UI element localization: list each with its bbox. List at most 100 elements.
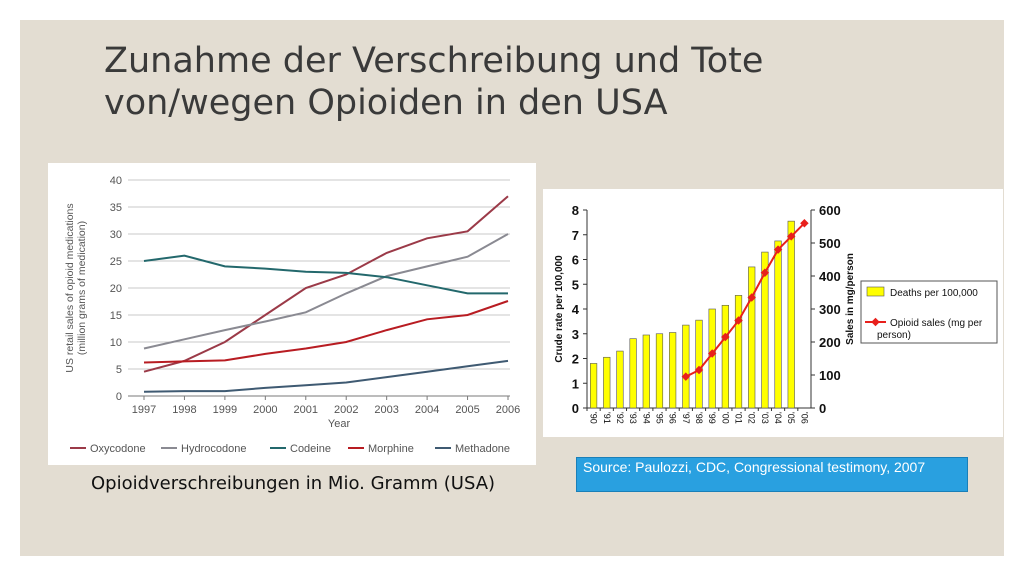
y-tick-label: 35 — [110, 202, 122, 214]
y2-tick-label: 500 — [819, 236, 841, 251]
x-tick-label: '93 — [628, 412, 638, 424]
y2-tick-label: 0 — [819, 401, 826, 416]
deaths-sales-bar-chart: 0 1 2 3 4 5 6 7 8 0 100 200 300 400 500 600 Crude rate p… — [554, 203, 998, 424]
y-tick-label: 5 — [116, 364, 122, 376]
y-tick-label: 6 — [572, 253, 579, 268]
death-rate-bar — [616, 350, 624, 409]
x-tick-label: 2002 — [334, 404, 358, 416]
death-rate-bar — [708, 308, 716, 409]
death-rate-bar — [774, 240, 782, 409]
x-tick-label: '02 — [747, 412, 757, 424]
y2-tick-label: 200 — [819, 335, 841, 350]
x-tick-label: '04 — [773, 412, 783, 424]
death-rate-bar — [603, 356, 611, 409]
x-tick-label: '05 — [786, 412, 796, 424]
deaths-sales-bar-chart-panel: 0 1 2 3 4 5 6 7 8 0 100 200 300 400 500 600 Crude rate p… — [543, 189, 1003, 437]
death-rate-bar — [629, 338, 637, 409]
series-line-methadone — [143, 359, 509, 393]
opioid-sales-point — [760, 268, 770, 277]
death-rate-bar — [787, 220, 795, 409]
x-tick-label: '95 — [654, 412, 664, 424]
x-tick-label: '03 — [760, 412, 770, 424]
x-tick-label: 2000 — [253, 404, 277, 416]
death-rate-bar — [642, 334, 650, 409]
death-rate-bar — [655, 333, 664, 409]
legend-line-marker — [871, 317, 880, 327]
death-rate-bar — [682, 324, 690, 409]
y-tick-label: 5 — [572, 277, 579, 292]
y-axis-label: US retail sales of opioid medications(mi… — [64, 203, 88, 372]
series-line-oxycodone — [143, 195, 509, 373]
opioid-sales-point — [773, 245, 783, 254]
x-tick-label: 2006 — [496, 404, 520, 416]
y-tick-label: 4 — [572, 302, 580, 317]
y-tick-label: 30 — [110, 229, 122, 241]
x-tick-label: '94 — [641, 412, 651, 424]
death-rate-bar — [748, 266, 756, 409]
y-tick-label: 8 — [572, 203, 579, 218]
x-tick-label: '98 — [694, 412, 704, 424]
series-line-hydrocodone — [143, 233, 509, 350]
y2-tick-label: 300 — [819, 302, 841, 317]
opioid-sales-point — [681, 372, 691, 381]
x-tick-label: '97 — [681, 412, 691, 424]
y-tick-label: 0 — [116, 391, 122, 403]
x-tick-label: 1998 — [172, 404, 196, 416]
x-tick-label: '01 — [734, 412, 744, 424]
legend-label: Deaths per 100,000 — [890, 288, 978, 299]
death-rate-bar — [721, 304, 729, 409]
chart-caption: Opioidverschreibungen in Mio. Gramm (USA… — [91, 473, 496, 494]
y2-tick-label: 600 — [819, 203, 841, 218]
x-tick-label: 2001 — [294, 404, 318, 416]
y-axis-label: Crude rate per 100,000 — [554, 255, 565, 363]
legend-bar-swatch — [866, 286, 885, 297]
legend-label: Morphine — [368, 443, 414, 455]
x-tick-label: '06 — [799, 412, 809, 424]
y-tick-label: 10 — [110, 337, 122, 349]
legend-label: Methadone — [455, 443, 510, 455]
x-tick-label: '92 — [615, 412, 625, 424]
x-tick-label: '91 — [602, 412, 612, 424]
x-tick-label: '00 — [720, 412, 730, 424]
y-tick-label: 3 — [572, 327, 579, 342]
y2-tick-label: 100 — [819, 368, 841, 383]
legend-label: Codeine — [290, 443, 331, 455]
x-axis-label: Year — [328, 418, 351, 430]
opioid-sales-point — [721, 332, 730, 342]
y-tick-label: 40 — [110, 175, 122, 187]
y-tick-label: 0 — [572, 401, 579, 416]
death-rate-bar — [734, 295, 743, 409]
x-tick-label: 2004 — [415, 404, 439, 416]
opioid-sales-line-chart: 0 5 10 15 20 25 30 35 40 1997 1998 1999 2000 2001 2002… — [64, 175, 520, 455]
y2-tick-label: 400 — [819, 269, 841, 284]
y-tick-label: 7 — [572, 228, 579, 243]
death-rate-bar — [761, 251, 769, 409]
legend-label: Hydrocodone — [181, 443, 246, 455]
x-tick-label: 1999 — [213, 404, 237, 416]
x-tick-label: 1997 — [132, 404, 156, 416]
legend-label: Opioid sales (mg per person) — [877, 318, 983, 341]
slide-title: Zunahme der Verschreibung und Tote von/w… — [104, 41, 764, 123]
y2-axis-label: Sales in mg/person — [845, 253, 856, 345]
y-tick-label: 2 — [572, 352, 579, 367]
death-rate-bar — [669, 332, 677, 409]
x-tick-label: 2005 — [455, 404, 479, 416]
legend-label: Oxycodone — [90, 443, 146, 455]
opioid-sales-line — [685, 222, 806, 378]
x-tick-label: 2003 — [374, 404, 398, 416]
x-tick-label: '99 — [707, 412, 717, 424]
opioid-sales-line-chart-panel: 0 5 10 15 20 25 30 35 40 1997 1998 1999 2000 2001 2002… — [48, 163, 536, 465]
death-rate-bar — [695, 319, 703, 409]
y-tick-label: 15 — [110, 310, 122, 322]
y-tick-label: 25 — [110, 256, 122, 268]
death-rate-bar — [589, 363, 598, 409]
y-tick-label: 20 — [110, 283, 122, 295]
opioid-sales-point — [747, 293, 756, 302]
series-line-morphine — [143, 300, 509, 364]
opioid-sales-point — [800, 218, 809, 228]
series-line-codeine — [143, 254, 508, 295]
y-tick-label: 1 — [572, 376, 579, 391]
x-tick-label: '90 — [589, 412, 599, 424]
opioid-sales-point — [707, 349, 717, 358]
x-tick-label: '96 — [668, 412, 678, 424]
